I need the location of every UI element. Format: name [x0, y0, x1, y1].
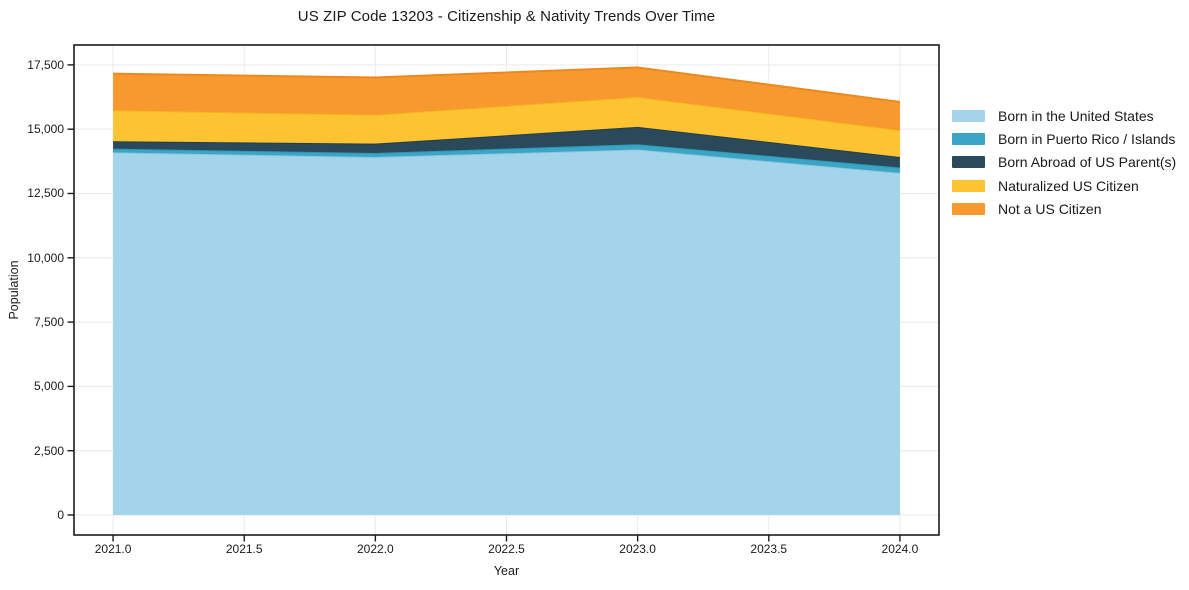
legend-swatch-icon [952, 109, 985, 122]
legend-label: Not a US Citizen [998, 200, 1102, 217]
area-series-0 [113, 149, 900, 515]
legend-swatch-icon [952, 132, 985, 145]
legend-label: Naturalized US Citizen [998, 177, 1139, 194]
legend-label: Born Abroad of US Parent(s) [998, 154, 1177, 171]
tick-marks [67, 64, 901, 542]
y-tick-label: 2,500 [33, 443, 64, 458]
legend-swatch-icon [952, 202, 985, 215]
area-series-4 [113, 67, 900, 131]
y-tick-label: 17,500 [27, 57, 64, 72]
legend-label: Born in the United States [998, 107, 1154, 124]
x-tick-label: 2022.5 [488, 542, 525, 556]
chart-title: US ZIP Code 13203 - Citizenship & Nativi… [297, 8, 716, 25]
x-axis-label: Year [493, 564, 520, 578]
legend: Born in the United States Born in Puerto … [952, 104, 1176, 220]
x-tick-label: 2023.5 [750, 542, 788, 556]
area-series-1 [113, 144, 900, 173]
y-tick-label: 7,500 [33, 315, 64, 330]
y-tick-label: 12,500 [27, 186, 64, 201]
area-series-3 [113, 97, 900, 157]
legend-item-1: Born in Puerto Rico / Islands [952, 127, 1176, 150]
x-tick-label: 2021.0 [94, 542, 132, 556]
area-edge-series-4 [113, 66, 901, 103]
y-tick-label: 10,000 [27, 250, 64, 265]
x-tick-label: 2023.0 [619, 542, 656, 556]
x-tick-label: 2024.0 [881, 542, 919, 556]
x-tick-label: 2021.5 [225, 542, 263, 556]
stacked-areas [113, 66, 901, 515]
y-tick-label: 0 [57, 507, 64, 522]
legend-item-2: Born Abroad of US Parent(s) [952, 151, 1176, 174]
legend-label: Born in Puerto Rico / Islands [998, 130, 1176, 147]
area-series-2 [113, 126, 900, 168]
legend-item-4: Not a US Citizen [952, 197, 1176, 220]
legend-swatch-icon [952, 179, 985, 192]
x-tick-label: 2022.0 [357, 542, 394, 556]
legend-item-0: Born in the United States [952, 104, 1176, 127]
legend-item-3: Naturalized US Citizen [952, 174, 1176, 197]
legend-swatch-icon [952, 156, 985, 169]
y-tick-label: 5,000 [33, 379, 64, 394]
y-tick-label: 15,000 [27, 122, 64, 137]
